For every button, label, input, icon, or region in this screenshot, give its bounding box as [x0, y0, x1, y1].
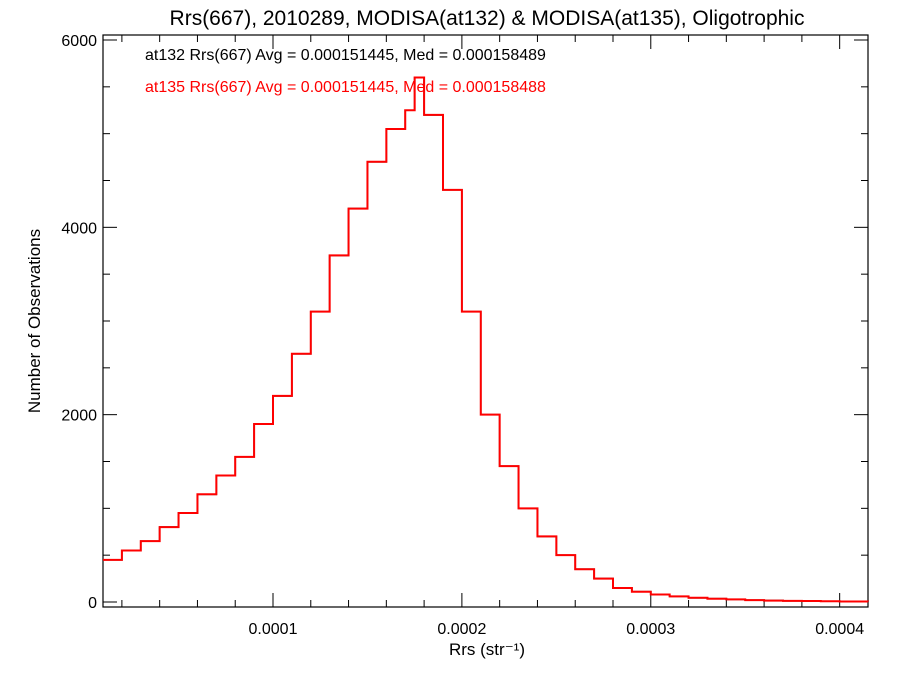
- y-tick-label: 4000: [61, 220, 97, 237]
- series-line-1: [103, 76, 869, 603]
- y-axis-label: Number of Observations: [25, 229, 44, 413]
- annotation-at135: at135 Rrs(667) Avg = 0.000151445, Med = …: [145, 79, 546, 96]
- x-tick-label: 0.0003: [626, 621, 675, 638]
- x-axis-ticks: 0.0001 0.0002 0.0003 0.0004: [249, 35, 864, 638]
- plot-frame: [102, 34, 869, 608]
- minor-ticks: [103, 35, 868, 607]
- series-line-0: [103, 76, 869, 603]
- series-layer: [103, 76, 869, 603]
- y-tick-label: 2000: [61, 408, 97, 425]
- x-tick-label: 0.0001: [249, 621, 298, 638]
- y-axis-ticks: 0 2000 4000 6000: [61, 33, 868, 612]
- y-tick-label: 6000: [61, 33, 97, 50]
- x-tick-label: 0.0002: [437, 621, 486, 638]
- x-tick-label: 0.0004: [815, 621, 864, 638]
- y-tick-label: 0: [88, 595, 97, 612]
- chart-title: Rrs(667), 2010289, MODISA(at132) & MODIS…: [170, 7, 805, 30]
- x-axis-label: Rrs (str⁻¹): [449, 640, 525, 659]
- annotation-at132: at132 Rrs(667) Avg = 0.000151445, Med = …: [145, 47, 546, 64]
